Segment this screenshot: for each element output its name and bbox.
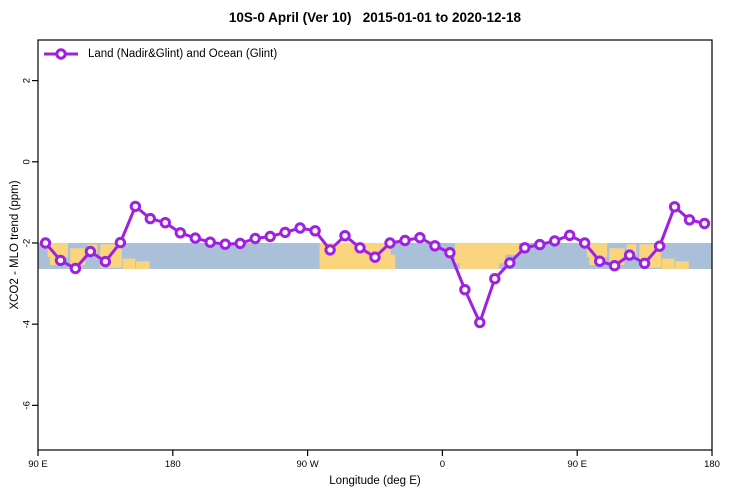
data-point [564, 229, 576, 242]
data-point [174, 227, 187, 239]
data-point [653, 240, 666, 252]
map-band-land-patch [136, 261, 150, 269]
map-band-land-patch [390, 254, 396, 269]
data-point [189, 232, 202, 244]
data-point [429, 240, 441, 252]
data-point [579, 237, 591, 249]
map-band-land-patch [661, 258, 675, 269]
data-point [54, 254, 67, 267]
x-axis-label: Longitude (deg E) [329, 475, 421, 487]
data-point [608, 260, 621, 272]
data-point [264, 230, 276, 243]
data-point [249, 232, 261, 245]
map-band-land-patch [122, 258, 136, 269]
data-point [309, 225, 321, 237]
x-tick-label: 90 W [297, 459, 319, 470]
map-band-land-patch [50, 257, 58, 266]
chart-title: 10S-0 April (Ver 10) 2015-01-01 to 2020-… [228, 10, 522, 25]
legend-line-marker-icon [44, 48, 78, 60]
y-tick-label: 0 [22, 159, 33, 164]
data-point [99, 255, 112, 268]
map-band-land-patch [70, 248, 86, 266]
data-point [414, 232, 426, 244]
data-point [489, 273, 501, 285]
x-tick-label: 90 E [28, 459, 48, 470]
data-point [114, 236, 127, 249]
data-point [204, 236, 216, 248]
data-point [444, 247, 456, 259]
data-point [698, 217, 711, 230]
data-point [369, 251, 381, 263]
data-point [474, 316, 486, 329]
y-tick-label: 2 [22, 78, 33, 83]
data-point [459, 284, 471, 296]
plot-border [37, 39, 713, 451]
data-point [354, 242, 366, 254]
data-point [279, 226, 291, 239]
data-point [384, 237, 396, 249]
map-band-land-patch [455, 243, 506, 264]
data-point [504, 257, 516, 269]
x-tick-label: 180 [165, 459, 181, 470]
data-point [219, 238, 231, 250]
data-point [294, 222, 306, 234]
data-point [683, 214, 696, 226]
data-point [234, 237, 246, 250]
legend-label: Land (Nadir&Glint) and Ocean (Glint) [88, 48, 278, 60]
data-point [519, 242, 531, 254]
data-point [324, 244, 336, 256]
data-point [144, 212, 157, 225]
y-tick-label: -4 [22, 320, 33, 328]
data-point [129, 200, 142, 213]
data-point [399, 234, 411, 247]
y-tick-label: -2 [22, 239, 33, 247]
data-point [69, 262, 82, 275]
data-point [549, 235, 561, 247]
data-point [159, 217, 172, 229]
data-point [668, 201, 681, 213]
data-point [39, 237, 52, 249]
data-point [638, 257, 651, 269]
map-band-land-patch [47, 243, 68, 258]
data-point [534, 238, 546, 251]
legend: Land (Nadir&Glint) and Ocean (Glint) [43, 47, 277, 61]
x-tick-label: 180 [704, 459, 720, 470]
x-tick-label: 0 [440, 459, 445, 470]
y-tick-label: -6 [22, 401, 33, 409]
map-band-land-patch [589, 257, 597, 266]
data-point [339, 230, 351, 242]
y-axis-label: XCO2 - MLO trend (ppm) [9, 180, 21, 310]
x-tick-label: 90 E [567, 459, 587, 470]
data-point [84, 245, 97, 258]
data-point [594, 255, 606, 267]
map-band-land-patch [675, 261, 689, 269]
data-point [623, 249, 636, 261]
map-band-land-patch [459, 263, 500, 269]
map-band-land-patch [505, 243, 519, 255]
